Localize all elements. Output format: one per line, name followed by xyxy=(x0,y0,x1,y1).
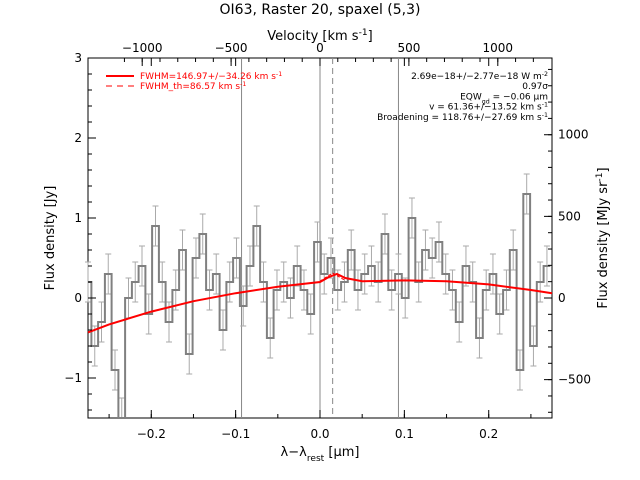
y-axis-label: Flux density [Jy] xyxy=(43,186,58,291)
fit_th-line xyxy=(319,272,346,282)
y2-axis-label: Flux density [MJy sr-1] xyxy=(595,167,611,308)
y2-tick-label: 1000 xyxy=(558,128,589,142)
spectrum-line xyxy=(88,193,551,419)
x-tick-label: −0.2 xyxy=(137,427,166,441)
legend-label: FWHM_th=86.57 km s-1 xyxy=(140,81,246,93)
x-axis-label: λ−λrest [μm] xyxy=(281,445,360,464)
y-tick-label: 1 xyxy=(74,211,82,225)
annotation-text: Broadening = 118.76+/−27.69 km s-1 xyxy=(377,111,548,123)
y2-axis-label-text: Flux density [MJy sr-1] xyxy=(595,167,611,308)
y-axis-label-text: Flux density [Jy] xyxy=(43,186,58,291)
chart-title: OI63, Raster 20, spaxel (5,3) xyxy=(220,2,421,18)
y-tick-label: 0 xyxy=(74,291,82,305)
fit-series xyxy=(87,272,553,334)
x-tick-label: 0.1 xyxy=(395,427,414,441)
spectrum-series xyxy=(85,173,551,419)
annotation-text: 0.97σ xyxy=(522,82,548,92)
x-axis-label-text: λ−λrest [μm] xyxy=(281,445,360,464)
vel-tick-label: 1000 xyxy=(483,41,514,55)
vel-tick-label: 500 xyxy=(397,41,420,55)
annotation-text: 2.69e−18+/−2.77e−18 W m-2 xyxy=(411,71,548,83)
y2-tick-label: −500 xyxy=(558,373,591,387)
annotation-text: EQWgd = −0.06 μm xyxy=(460,92,548,105)
legend: FWHM=146.97+/−34.26 km s-1FWHM_th=86.57 … xyxy=(106,71,282,93)
vel-tick-label: −500 xyxy=(215,41,248,55)
x-tick-label: 0.0 xyxy=(310,427,329,441)
y2-tick-label: 500 xyxy=(558,209,581,223)
vel-tick-label: 0 xyxy=(316,41,324,55)
vel-tick-label: −1000 xyxy=(122,41,163,55)
annotation-text: v = 61.36+/−13.52 km s-1 xyxy=(429,101,548,113)
velocity-axis-label: Velocity [km s-1] xyxy=(267,28,372,44)
axes: −0.2 −0.1 0.0 0.1 0.2 −1000 −500 0 500 1000 −1 0 1 2 3… xyxy=(64,41,591,441)
y-tick-label: 2 xyxy=(74,131,82,145)
reference-lines xyxy=(241,58,399,418)
x-tick-label: 0.2 xyxy=(479,427,498,441)
legend-label: FWHM=146.97+/−34.26 km s-1 xyxy=(140,71,282,83)
y-tick-label: 3 xyxy=(74,51,82,65)
y2-tick-label: 0 xyxy=(558,291,566,305)
fit-line xyxy=(87,272,553,334)
y-tick-label: −1 xyxy=(64,371,82,385)
x-tick-label: −0.1 xyxy=(221,427,250,441)
velocity-axis-label-text: Velocity [km s-1] xyxy=(267,28,372,44)
